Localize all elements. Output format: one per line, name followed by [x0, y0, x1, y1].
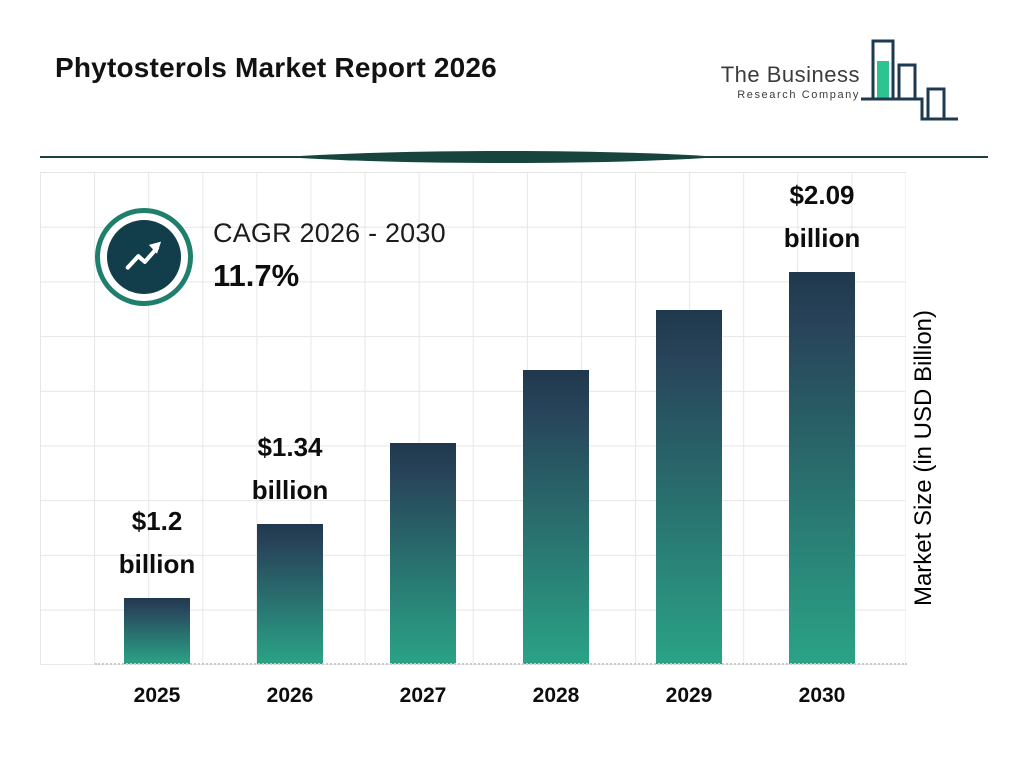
bar-2029: [656, 310, 722, 664]
logo-text-line2: Research Company: [737, 89, 860, 101]
cagr-text: CAGR 2026 - 2030 11.7%: [213, 208, 446, 294]
bar-2025: [124, 598, 190, 664]
bar-value-label-2025: $1.2 billion: [118, 506, 196, 579]
bar-2026: [257, 524, 323, 664]
bar-2030: [789, 272, 855, 664]
x-axis-label-2028: 2028: [532, 684, 580, 707]
cagr-badge: CAGR 2026 - 2030 11.7%: [95, 208, 446, 306]
company-logo: The Business Research Company: [715, 38, 960, 126]
page-title: Phytosterols Market Report 2026: [55, 52, 497, 83]
x-axis-label-2025: 2025: [133, 684, 181, 707]
logo-bars-icon: [861, 39, 958, 121]
y-axis-title: Market Size (in USD Billion): [910, 309, 937, 607]
cagr-value: 11.7%: [213, 258, 300, 293]
bar-value-label-2026: $1.34 billion: [251, 432, 329, 505]
x-axis-label-2029: 2029: [665, 684, 713, 707]
x-axis-label-2027: 2027: [399, 684, 447, 707]
logo-text: The Business Research Company: [721, 62, 860, 101]
x-axis-label-2026: 2026: [266, 684, 314, 707]
section-divider: [40, 151, 988, 163]
logo-text-line1: The Business: [720, 62, 860, 87]
bar-2027: [390, 443, 456, 664]
trend-up-icon-circle: [107, 220, 181, 294]
bars-container: $1.2 billion $1.34 billion $2.09 billion: [90, 172, 906, 664]
bar-2028: [523, 370, 589, 664]
bar-value-label-2030: $2.09 billion: [783, 180, 861, 253]
x-axis-label-2030: 2030: [798, 684, 846, 707]
trend-arrow-glyph: [125, 241, 162, 270]
trend-up-icon: [95, 208, 193, 306]
x-axis-labels: 2025 2026 2027 2028 2029 2030: [90, 684, 906, 714]
cagr-label: CAGR 2026 - 2030: [213, 218, 446, 248]
x-axis-baseline: [95, 663, 907, 665]
